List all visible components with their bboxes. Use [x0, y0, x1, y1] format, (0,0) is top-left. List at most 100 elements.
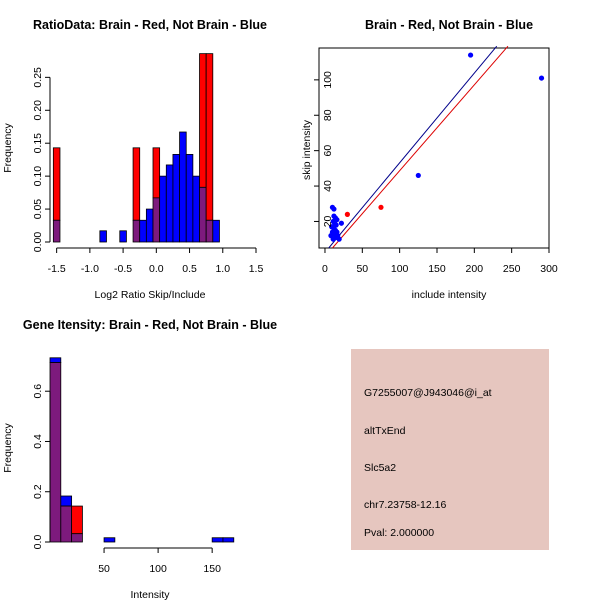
scatter-axes: 0 50 100 150 200 250 300 20 40 60 80 100	[314, 71, 558, 275]
not-brain-point	[328, 233, 334, 239]
event-type-text: altTxEnd	[364, 425, 406, 437]
gene-name-text: Slc5a2	[364, 462, 396, 474]
x-tick-label: 250	[503, 263, 521, 275]
overlap-bar	[60, 505, 73, 543]
not-brain-bar	[185, 154, 194, 243]
overlap-bar	[71, 533, 83, 543]
overlap-bar	[199, 186, 207, 243]
ratio-bars	[52, 53, 220, 243]
overlap-bar	[152, 197, 161, 243]
not-brain-point	[538, 75, 545, 81]
y-tick-label: 0.2	[32, 484, 44, 499]
not-brain-point	[331, 206, 337, 212]
intensity-axes: 50 100 150 0.0 0.2 0.4 0.6	[32, 384, 221, 575]
overlap-bar	[52, 219, 61, 243]
x-tick-label: 150	[428, 263, 446, 275]
intensity-y-axis-label: Frequency	[2, 422, 14, 472]
x-tick-label: -0.5	[114, 263, 132, 275]
scatter-fit-lines	[328, 45, 509, 249]
y-tick-label: 0.4	[32, 434, 44, 449]
scatter-x-axis-label: include intensity	[412, 289, 487, 301]
not-brain-point	[332, 234, 339, 240]
y-tick-label: 0.25	[32, 67, 44, 88]
y-tick-label: 0.10	[32, 166, 44, 187]
x-tick-label: 100	[391, 263, 409, 275]
not-brain-bar	[159, 175, 167, 243]
info-panel-background	[351, 349, 549, 550]
not-brain-bar	[192, 175, 200, 243]
overlap-bar	[49, 362, 62, 543]
brain-fit-line	[332, 45, 509, 249]
intensity-histogram-title: Gene Itensity: Brain - Red, Not Brain - …	[23, 318, 277, 332]
not-brain-point	[415, 172, 421, 179]
not-brain-point	[338, 220, 345, 226]
ratio-axes: -1.5 -1.0 -0.5 0.0 0.5 1.0 1.5 0.00 0.05 0.10 0.15…	[32, 67, 263, 275]
location-text: chr7.23758-12.16	[364, 499, 446, 511]
overlap-bar	[205, 219, 214, 243]
not-brain-point	[331, 213, 337, 219]
intensity-histogram-panel: Gene Itensity: Brain - Red, Not Brain - …	[2, 318, 277, 600]
x-tick-label: 50	[356, 263, 368, 275]
not-brain-bar	[119, 230, 127, 243]
probe-id-text: G7255007@J943046@i_at	[364, 387, 492, 399]
not-brain-bar	[49, 357, 62, 363]
brain-bar	[71, 505, 83, 535]
brain-bar	[152, 147, 161, 199]
ratio-y-axis-label: Frequency	[2, 122, 14, 172]
scatter-title: Brain - Red, Not Brain - Blue	[365, 18, 533, 32]
scatter-panel: Brain - Red, Not Brain - Blue 0 50 100 150 2…	[301, 18, 558, 301]
overlap-bar	[132, 219, 141, 243]
info-panel: G7255007@J943046@i_at altTxEnd Slc5a2 ch…	[351, 349, 549, 550]
x-tick-label: 1.0	[215, 263, 230, 275]
ratio-histogram-title: RatioData: Brain - Red, Not Brain - Blue	[33, 18, 267, 32]
x-tick-label: 0	[322, 263, 328, 275]
y-tick-label: 0.0	[32, 535, 44, 550]
brain-bar	[199, 53, 207, 188]
y-tick-label: 0.05	[32, 199, 44, 220]
x-tick-label: 50	[98, 563, 110, 575]
not-brain-bar	[172, 154, 180, 243]
ratio-x-axis-label: Log2 Ratio Skip/Include	[95, 289, 206, 301]
brain-bar	[52, 147, 61, 221]
y-tick-label: 60	[322, 145, 334, 157]
x-tick-label: -1.0	[81, 263, 99, 275]
x-tick-label: 300	[540, 263, 558, 275]
x-tick-label: 1.5	[249, 263, 264, 275]
not-brain-bar	[212, 219, 220, 243]
x-tick-label: 0.5	[182, 263, 197, 275]
y-tick-label: 0.6	[32, 384, 44, 399]
not-brain-point	[467, 52, 474, 58]
not-brain-point	[334, 229, 340, 235]
y-tick-label: 20	[322, 215, 334, 227]
intensity-bars	[49, 357, 235, 543]
not-brain-fit-line	[328, 45, 498, 249]
y-tick-label: 100	[322, 71, 334, 89]
y-tick-label: 40	[322, 180, 334, 192]
brain-bar	[132, 147, 141, 221]
y-tick-label: 0.15	[32, 133, 44, 154]
y-tick-label: 0.00	[32, 232, 44, 253]
brain-bar	[205, 53, 214, 221]
x-tick-label: 200	[466, 263, 484, 275]
x-tick-label: 0.0	[149, 263, 164, 275]
ratio-histogram-panel: RatioData: Brain - Red, Not Brain - Blue…	[2, 18, 267, 301]
brain-point	[344, 211, 350, 217]
not-brain-bar	[99, 230, 107, 243]
brain-point	[378, 204, 384, 210]
x-tick-label: 150	[203, 563, 221, 575]
y-tick-label: 80	[322, 109, 334, 121]
not-brain-bar	[139, 219, 147, 243]
not-brain-bar	[179, 131, 187, 243]
not-brain-bar	[165, 164, 174, 243]
y-tick-label: 0.20	[32, 100, 44, 121]
scatter-y-axis-label: skip intensity	[301, 119, 313, 180]
x-tick-label: -1.5	[48, 263, 66, 275]
not-brain-bar	[60, 495, 73, 507]
not-brain-bar	[145, 208, 154, 243]
x-tick-label: 100	[149, 563, 167, 575]
intensity-x-axis-label: Intensity	[130, 589, 170, 600]
not-brain-bar	[211, 537, 224, 543]
not-brain-bar	[222, 537, 235, 543]
pval-text: Pval: 2.000000	[364, 527, 434, 539]
